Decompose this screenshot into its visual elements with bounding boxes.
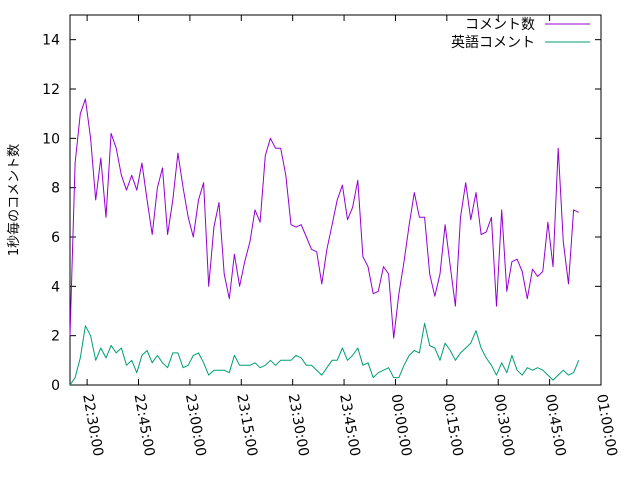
x-tick-label: 00:30:00 [490,393,517,458]
legend-label: コメント数 [465,17,535,33]
x-tick-label: 23:15:00 [233,393,260,458]
x-tick-label: 22:30:00 [79,393,106,458]
plot-area [69,14,602,386]
y-tick-label: 8 [51,181,60,197]
x-tick-label: 23:45:00 [336,393,363,458]
x-tick-label: 00:15:00 [439,393,466,458]
x-tick-label: 22:45:00 [131,393,158,458]
x-tick-label: 00:45:00 [542,393,569,458]
y-tick-label: 10 [42,131,60,147]
x-tick-label: 23:00:00 [182,393,209,458]
series-line-1 [69,98,579,339]
x-tick-label: 00:00:00 [388,393,415,458]
x-tick-label: 23:30:00 [285,393,312,458]
series-line-2 [69,322,580,386]
y-tick-label: 14 [42,33,60,49]
y-tick-label: 0 [51,378,60,394]
x-axis: 22:30:00 22:45:00 23:00:00 23:15:00 23:30:00… [79,15,620,458]
y-tick-label: 6 [51,230,60,246]
y-axis: 0 2 4 6 8 10 12 14 [42,33,601,394]
y-tick-label: 2 [51,329,60,345]
x-tick-label: 01:00:00 [593,393,620,458]
plot-frame [69,14,602,386]
legend-label: 英語コメント [451,34,535,51]
y-axis-label: 1秒毎のコメント数 [6,144,22,256]
y-tick-label: 12 [42,82,60,98]
y-tick-label: 4 [51,279,60,295]
series-lines [69,98,580,386]
